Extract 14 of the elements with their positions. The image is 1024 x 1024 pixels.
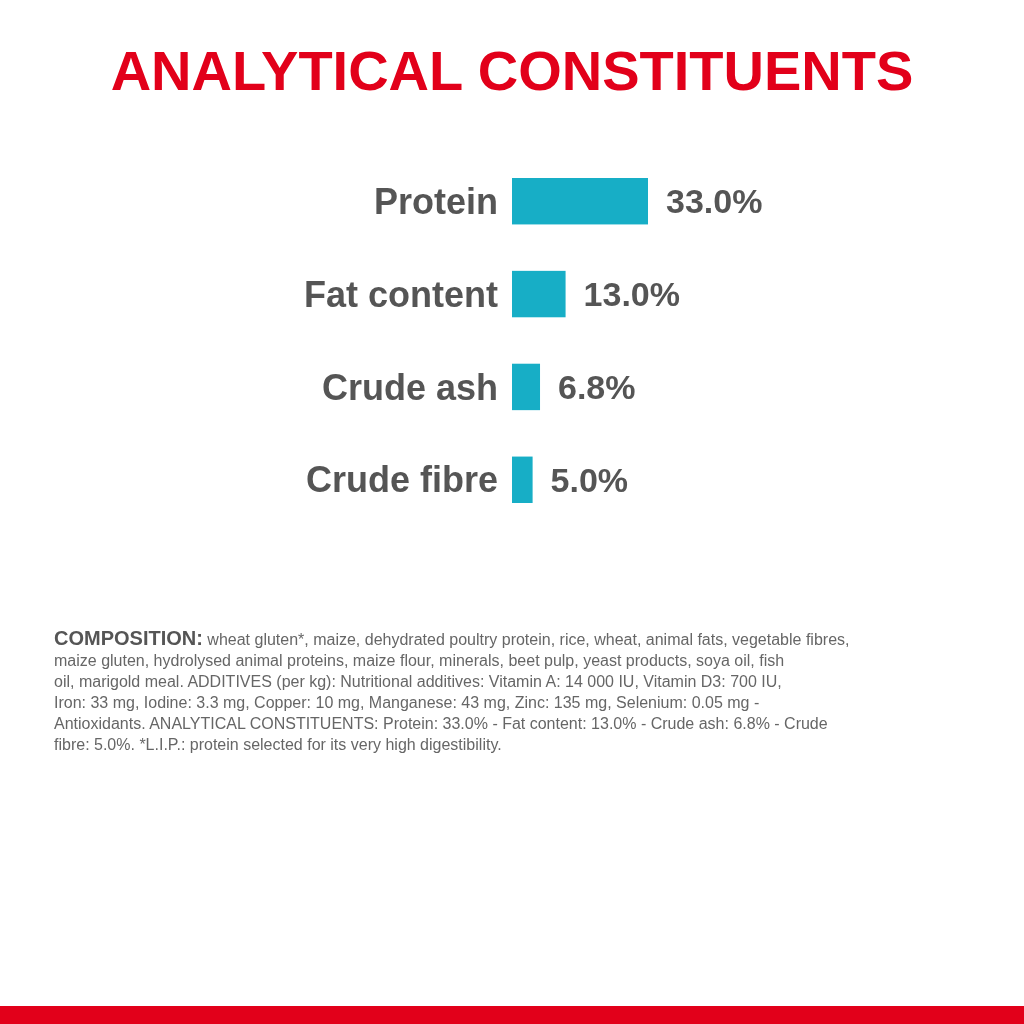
data-label: 13.0% xyxy=(583,274,680,313)
y-tick-label: Fat content xyxy=(304,273,498,315)
bar xyxy=(512,178,648,225)
data-label: 5.0% xyxy=(550,460,629,499)
y-tick-label: Crude ash xyxy=(321,366,498,408)
y-tick-label: Protein xyxy=(373,180,498,222)
y-tick-label: Crude fibre xyxy=(305,459,498,501)
data-label: 33.0% xyxy=(666,182,763,221)
chart-title: ANALYTICAL CONSTITUENTS xyxy=(110,39,914,102)
data-label: 6.8% xyxy=(558,367,636,406)
text: COMPOSITION: wheat gluten*, maize, dehydrated poultry protein, rice, wheat, animal fats, vegetable fibres, maize gluten, hydrolysed animal proteins, maize flour, minerals, beet pulp, yeast products, soya oil, fish oil, marigold meal. ADDITIVES (per kg): Nutritional additives: Vitamin A: 14 000 IU, Vitamin D3: 700 IU, Iron: 33 mg, Iodine: 3.3 mg, Copper: 10 mg, Manganese: 43 mg, Zinc: 135 mg, Selenium: 0.05 mg - Antioxidants. ANALYTICAL CONSTITUENTS: Protein: 33.0% - Fat content: 13.0% - Crude ash: 6.8% - Crude fibre: 5.0%. *L.I.P.: protein selected for its very high digestibility. xyxy=(54,627,850,753)
bar xyxy=(512,270,566,318)
bar xyxy=(512,363,541,411)
bar xyxy=(512,456,533,503)
